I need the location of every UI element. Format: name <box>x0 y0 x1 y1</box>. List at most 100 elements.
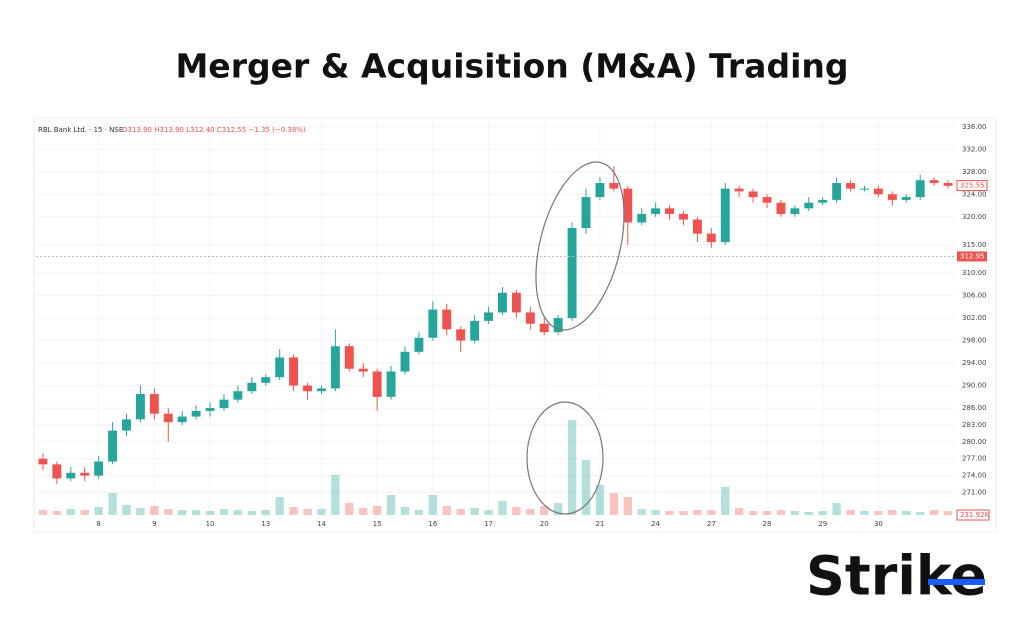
candle-body <box>66 472 76 479</box>
candle-body <box>525 312 535 324</box>
volume-bar <box>734 508 744 515</box>
volume-bar <box>108 493 117 515</box>
volume-bar <box>762 511 772 515</box>
x-tick-label: 17 <box>484 520 493 528</box>
volume-bar <box>386 495 396 515</box>
volume-bar <box>52 511 62 515</box>
volume-bar <box>637 509 646 515</box>
candle-body <box>386 371 396 397</box>
y-tick-label: 286.00 <box>962 404 987 412</box>
volume-bar <box>331 475 340 515</box>
chart-panel <box>33 117 997 533</box>
volume-bar <box>317 509 326 515</box>
logo: Strike <box>806 545 987 608</box>
crosshair-price: 312.95 <box>960 252 985 260</box>
candle-body <box>581 197 591 229</box>
candle-body <box>692 219 702 234</box>
y-tick-label: 302.00 <box>962 314 987 322</box>
y-tick-label: 332.00 <box>962 145 987 153</box>
volume-bar <box>66 509 75 515</box>
y-tick-label: 274.00 <box>962 472 987 480</box>
candle-body <box>149 394 159 414</box>
volume-bar <box>943 511 953 515</box>
volume-bar <box>540 506 549 515</box>
candle-body <box>818 199 828 203</box>
candle-body <box>915 180 925 198</box>
x-tick-label: 13 <box>261 520 270 528</box>
y-tick-label: 277.00 <box>962 455 987 463</box>
volume-bar <box>846 510 855 515</box>
candle-body <box>303 385 312 392</box>
candle-body <box>553 318 563 333</box>
y-tick-label: 315.00 <box>962 241 987 249</box>
candle-body <box>191 410 201 417</box>
x-tick-label: 27 <box>707 520 716 528</box>
x-tick-label: 14 <box>317 520 326 528</box>
candle-body <box>205 408 215 411</box>
price-tag <box>956 180 988 192</box>
volume-bar <box>790 511 800 515</box>
volume-bar <box>150 506 159 515</box>
candle-body <box>637 213 647 223</box>
volume-bar <box>721 487 730 515</box>
x-tick-label: 24 <box>651 520 660 528</box>
volume-bar <box>609 493 619 515</box>
volume-bar <box>428 495 438 515</box>
candle-body <box>679 213 688 220</box>
candle-body <box>943 183 953 186</box>
candle-body <box>860 188 869 190</box>
x-tick-label: 10 <box>206 520 215 528</box>
candle-body <box>330 346 340 389</box>
y-tick-label: 271.00 <box>962 488 987 496</box>
volume-bar <box>359 508 368 515</box>
volume-bar <box>707 510 716 515</box>
volume-bar <box>122 505 131 515</box>
volume-bar <box>94 507 103 515</box>
y-tick-label: 310.00 <box>962 269 987 277</box>
y-tick-label: 320.00 <box>962 213 987 221</box>
candle-body <box>665 208 675 214</box>
volume-bar <box>205 511 215 515</box>
candle-body <box>135 394 145 420</box>
symbol-text: RBL Bank Ltd. · 15 · NSE <box>38 126 123 134</box>
price-tag <box>957 251 987 262</box>
candle-body <box>275 357 285 378</box>
volume-bar <box>916 512 925 515</box>
volume-bar <box>581 460 591 515</box>
candle-body <box>734 188 744 192</box>
volume-bar <box>275 497 284 515</box>
candle-body <box>832 183 842 200</box>
volume-bar <box>498 501 507 515</box>
volume-bar <box>860 511 869 515</box>
candle-body <box>901 197 911 200</box>
x-tick-label: 28 <box>763 520 772 528</box>
candle-body <box>358 368 368 372</box>
candle-body <box>414 337 424 352</box>
candle-body <box>846 183 856 189</box>
volume-bar <box>80 510 89 515</box>
candle-body <box>887 194 897 200</box>
ohlc-text: O313.90 H313.90 L312.40 C312.55 −1.35 (−… <box>122 126 306 134</box>
volume-bar <box>748 511 758 515</box>
volume-bar <box>553 503 563 515</box>
candle-body <box>428 309 438 338</box>
candle-body <box>539 323 549 333</box>
candle-body <box>762 197 772 203</box>
candle-body <box>247 382 257 392</box>
candle-body <box>498 292 507 313</box>
volume-bar <box>595 485 605 515</box>
x-tick-label: 9 <box>152 520 156 528</box>
x-tick-label: 8 <box>96 520 100 528</box>
volume-bar <box>470 508 479 515</box>
volume-bar <box>567 420 577 515</box>
candle-body <box>456 329 466 341</box>
candle-body <box>38 458 48 465</box>
candle-body <box>108 430 118 462</box>
annotation-ellipse <box>535 161 625 331</box>
volume-bar <box>693 510 702 515</box>
volume-bar <box>233 510 243 515</box>
volume-bar <box>484 510 493 515</box>
volume-bar <box>414 510 424 515</box>
candle-body <box>873 188 883 195</box>
